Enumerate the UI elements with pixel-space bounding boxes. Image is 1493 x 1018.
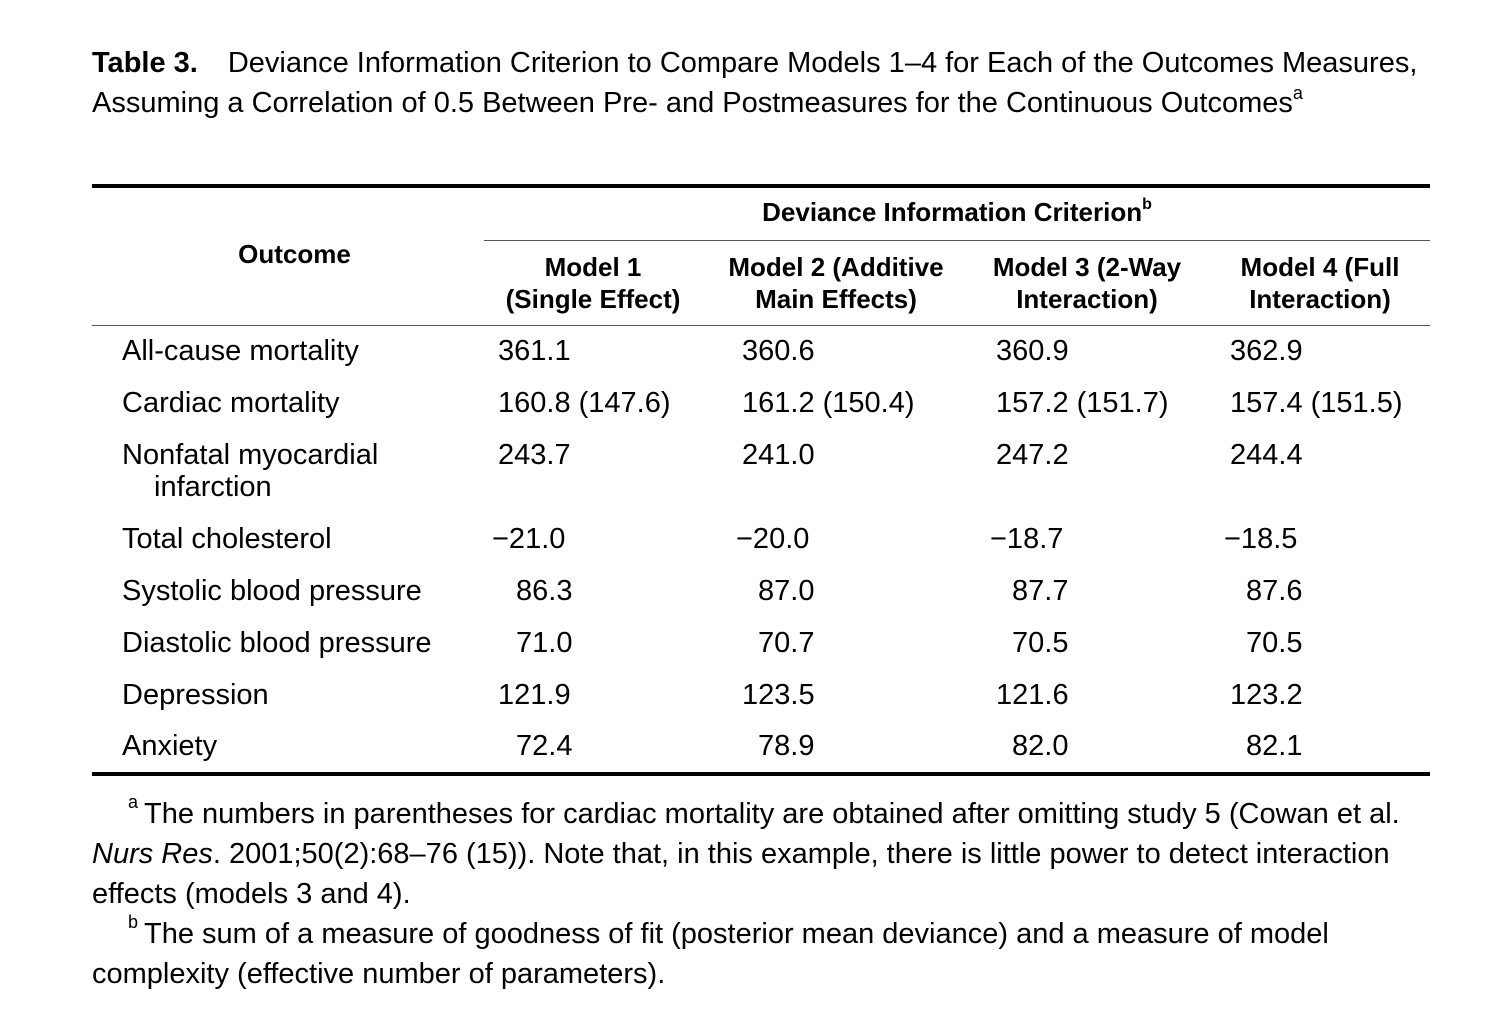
table-cell: 71.0 [516, 627, 573, 659]
row-label-cardiac-mortality: Cardiac mortality [122, 387, 340, 419]
row-label-anxiety: Anxiety [122, 730, 218, 762]
table-cell: 161.2 (150.4) [742, 387, 915, 419]
row-label-total-cholesterol: Total cholesterol [122, 523, 332, 555]
footnote-b-marker: b [128, 912, 139, 933]
table-cell: 72.4 [516, 730, 573, 762]
column-header-model-4: Model 4 (Full Interaction) [1206, 251, 1434, 315]
column-header-model-2: Model 2 (Additive Main Effects) [704, 251, 968, 315]
group-header-label: Deviance Information Criterion [762, 197, 1143, 227]
table-cell: 121.6 [996, 679, 1069, 711]
table-cell: 360.9 [996, 335, 1069, 367]
footnote-a-text-after: . 2001;50(2):68–76 (15)). Note that, in … [92, 838, 1390, 910]
footnote-a-marker: a [128, 792, 139, 813]
table-cell: 87.6 [1246, 575, 1303, 607]
column-header-line1: Model 4 (Full [1240, 252, 1400, 282]
caption-footnote-marker: a [1292, 83, 1303, 104]
column-header-line2: (Single Effect) [505, 284, 681, 314]
footnote-a-journal: Nurs Res [92, 838, 213, 870]
table-cell: 157.2 (151.7) [996, 387, 1169, 419]
column-header-line2: Interaction) [1016, 284, 1158, 314]
column-header-line2: Interaction) [1249, 284, 1391, 314]
group-header-marker: b [1142, 196, 1152, 214]
table-cell: 82.1 [1246, 730, 1303, 762]
table-footnotes: a The numbers in parentheses for cardiac … [92, 792, 1430, 994]
table-cell: 123.2 [1230, 679, 1303, 711]
column-header-line1: Model 1 [544, 252, 642, 282]
table-cell: 247.2 [996, 439, 1069, 471]
row-label-line1: Nonfatal myocardial [122, 439, 379, 471]
group-header-rule [484, 240, 1430, 241]
column-header-line2: Main Effects) [755, 284, 917, 314]
table-cell: 87.7 [1012, 575, 1069, 607]
header-body-rule [92, 325, 1430, 326]
table-cell: −18.5 [1224, 523, 1298, 555]
footnote-b: b The sum of a measure of goodness of fit… [92, 912, 1430, 994]
table-cell: 361.1 [498, 335, 571, 367]
row-label-diastolic-blood-pressure: Diastolic blood pressure [122, 627, 432, 659]
row-label-systolic-blood-pressure: Systolic blood pressure [122, 575, 422, 607]
column-header-line1: Model 2 (Additive [728, 252, 944, 282]
row-label-nonfatal-myocardial-infarction: Nonfatal myocardial infarction [122, 439, 492, 503]
column-header-model-3: Model 3 (2-Way Interaction) [968, 251, 1206, 315]
caption-text: Deviance Information Criterion to Compar… [92, 47, 1418, 119]
column-header-model-1: Model 1 (Single Effect) [484, 251, 702, 315]
outcome-column-header: Outcome [238, 239, 351, 269]
footnote-a: a The numbers in parentheses for cardiac … [92, 792, 1430, 914]
row-label-all-cause-mortality: All-cause mortality [122, 335, 359, 367]
table-cell: 244.4 [1230, 439, 1303, 471]
footnote-a-text-before: The numbers in parentheses for cardiac m… [144, 798, 1400, 830]
table-cell: 78.9 [758, 730, 815, 762]
table-cell: 70.7 [758, 627, 815, 659]
table-cell: −21.0 [492, 523, 566, 555]
table-cell: 70.5 [1246, 627, 1303, 659]
caption-label: Table 3. [92, 47, 198, 79]
column-header-line1: Model 3 (2-Way [992, 252, 1182, 282]
table-cell: 360.6 [742, 335, 815, 367]
table-top-rule [92, 184, 1430, 188]
table-cell: 87.0 [758, 575, 815, 607]
row-label-line2: infarction [154, 471, 272, 503]
table-cell: 86.3 [516, 575, 573, 607]
table-cell: −18.7 [990, 523, 1064, 555]
table-cell: −20.0 [736, 523, 810, 555]
table-cell: 70.5 [1012, 627, 1069, 659]
row-label-depression: Depression [122, 679, 269, 711]
footnote-b-text: The sum of a measure of goodness of fit … [92, 918, 1329, 990]
table-bottom-rule [92, 772, 1430, 776]
table-cell: 157.4 (151.5) [1230, 387, 1403, 419]
table-cell: 362.9 [1230, 335, 1303, 367]
table-caption: Table 3. Deviance Information Criterion t… [92, 43, 1430, 123]
table-cell: 241.0 [742, 439, 815, 471]
table-cell: 160.8 (147.6) [498, 387, 671, 419]
table-cell: 243.7 [498, 439, 571, 471]
table-cell: 121.9 [498, 679, 571, 711]
table-cell: 82.0 [1012, 730, 1069, 762]
group-header: Deviance Information Criterionb [484, 196, 1430, 228]
table-cell: 123.5 [742, 679, 815, 711]
